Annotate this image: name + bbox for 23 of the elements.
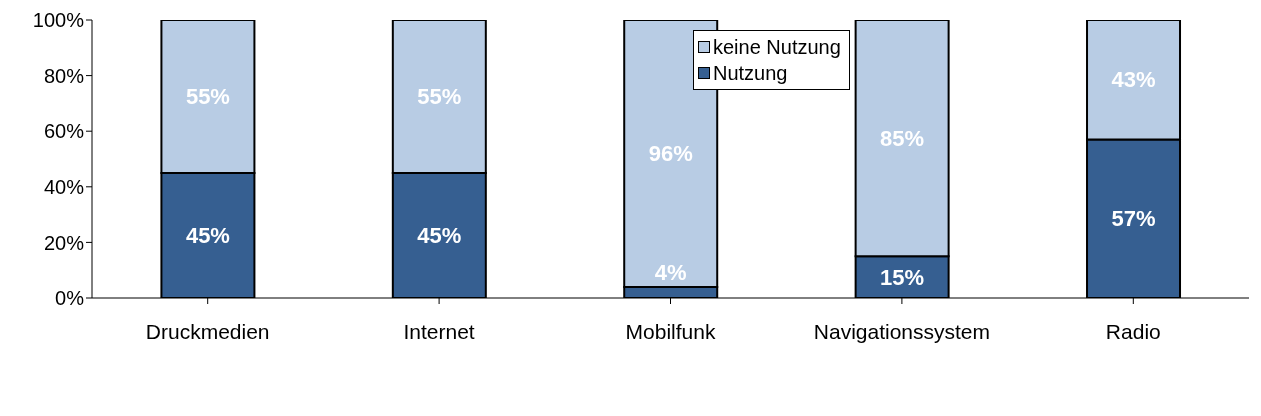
x-tick-label: Navigationssystem [813,319,991,343]
data-label: 55% [417,83,462,109]
data-label: 57% [1111,206,1156,232]
y-tick-label: 20% [43,231,85,254]
y-tick-label: 60% [43,120,85,143]
legend-label: Nutzung [713,61,788,86]
data-label: 55% [185,83,230,109]
x-tick-label: Internet [403,319,475,343]
data-label: 43% [1111,67,1156,93]
y-tick-label: 0% [55,287,85,310]
data-label: 45% [185,222,230,248]
x-tick-label: Druckmedien [145,319,270,343]
data-label: 96% [648,140,693,166]
x-tick-label: Mobilfunk [625,319,716,343]
x-tick-label: Radio [1105,319,1161,343]
y-tick-label: 40% [43,175,85,198]
legend-label: keine Nutzung [713,35,841,60]
data-label: 15% [880,264,925,290]
data-label: 85% [880,125,925,151]
y-tick-label: 80% [43,64,85,87]
data-label: 4% [654,260,687,286]
y-tick-label: 100% [32,9,85,32]
data-label: 45% [417,222,462,248]
